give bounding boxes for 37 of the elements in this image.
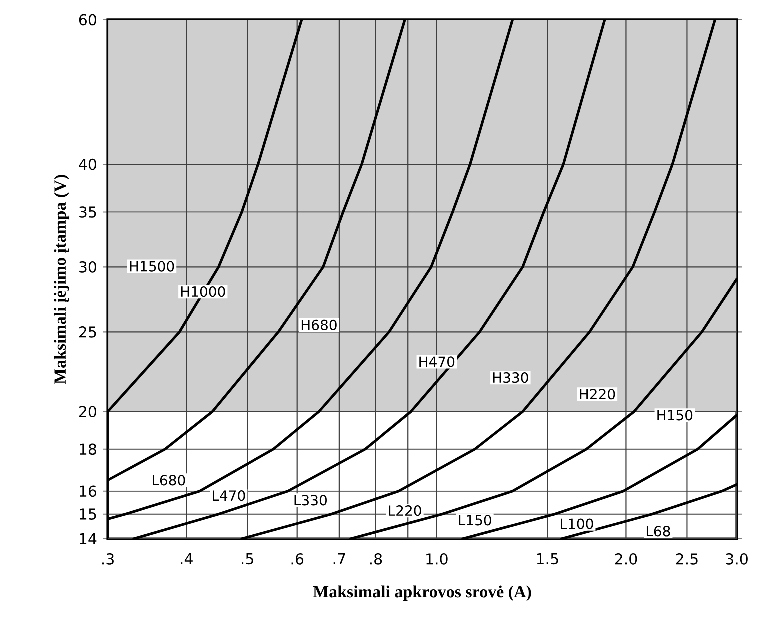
annotation: L100 — [561, 518, 594, 530]
y-tick-label: 18 — [80, 444, 96, 456]
x-axis-title: Maksimali apkrovos srovė (A) — [313, 586, 532, 602]
y-tick-label: 15 — [80, 508, 96, 520]
annotation: L330 — [294, 495, 327, 506]
annotation: L470 — [213, 490, 246, 502]
x-tick-label: .8 — [370, 554, 382, 565]
annotation: H1000 — [181, 286, 226, 298]
y-tick-label: 40 — [79, 158, 96, 170]
x-tick-label: 2.5 — [676, 554, 698, 565]
annotation: L220 — [389, 506, 422, 516]
y-tick-label: 35 — [80, 206, 96, 218]
annotation: H330 — [493, 372, 528, 384]
annotation: H150 — [658, 410, 693, 421]
y-tick-label: 60 — [79, 14, 96, 26]
x-tick-label: 1.5 — [537, 554, 558, 565]
annotation: L150 — [459, 515, 492, 526]
x-tick-label: 2.0 — [615, 554, 638, 565]
annotation: H1500 — [130, 261, 174, 272]
y-tick-label: 16 — [80, 486, 97, 498]
x-tick-label: 3.0 — [726, 554, 748, 565]
x-tick-label: .5 — [242, 554, 254, 565]
x-tick-label: .6 — [292, 554, 304, 565]
annotation: L680 — [153, 475, 186, 486]
annotation: H680 — [302, 320, 337, 330]
y-tick-label: 25 — [79, 326, 96, 338]
y-tick-label: 14 — [80, 534, 97, 544]
annotation: L68 — [646, 526, 670, 537]
x-tick-label: .4 — [181, 554, 193, 564]
x-tick-label: 1.0 — [426, 554, 448, 565]
annotation: H220 — [580, 389, 616, 400]
x-tick-label: .3 — [102, 554, 114, 565]
y-axis-title: Maksimali įėjimo įtampa (V) — [54, 175, 70, 384]
annotation: H470 — [420, 356, 455, 368]
y-tick-label: 20 — [79, 406, 96, 418]
x-tick-label: .7 — [334, 554, 346, 564]
y-tick-label: 30 — [80, 262, 96, 273]
